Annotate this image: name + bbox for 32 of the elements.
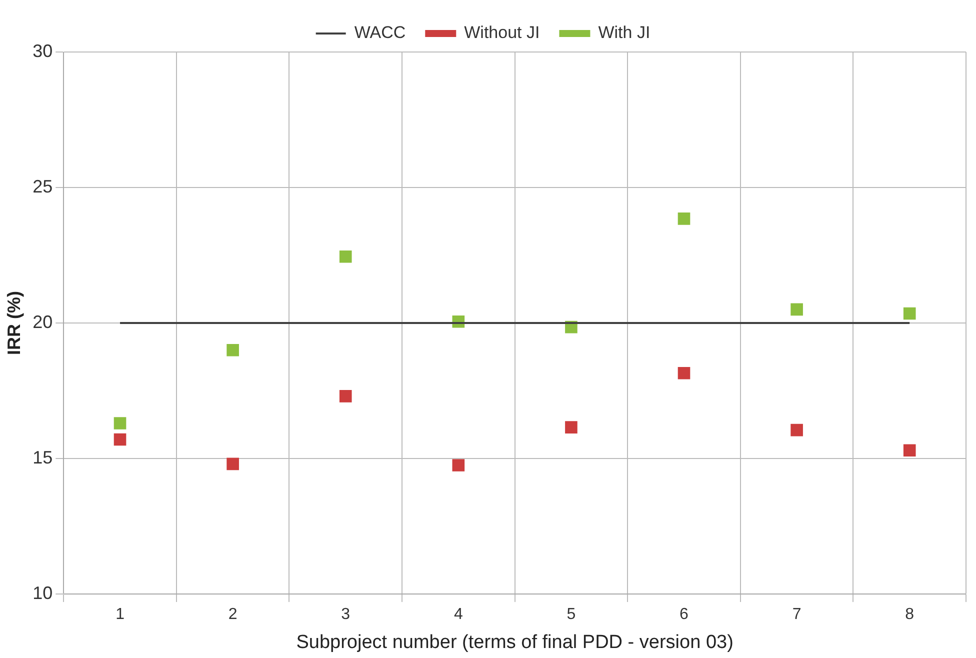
x-axis-title: Subproject number (terms of final PDD - version 03) — [296, 632, 734, 653]
legend-label: With JI — [598, 23, 650, 42]
x-tick-label: 5 — [566, 606, 576, 624]
x-tick-label: 4 — [454, 606, 463, 624]
point — [226, 458, 239, 470]
x-tick-label: 6 — [680, 606, 689, 624]
y-tick-label: 10 — [32, 582, 53, 603]
point — [903, 307, 916, 320]
y-tick-label: 30 — [32, 40, 53, 61]
point — [452, 459, 465, 472]
legend-label: WACC — [354, 23, 406, 42]
point — [114, 433, 126, 446]
point — [790, 424, 803, 436]
y-tick-label: 15 — [32, 447, 53, 468]
y-tick-label: 20 — [32, 312, 53, 332]
y-tick-label: 25 — [32, 176, 53, 196]
x-tick-label: 1 — [116, 606, 125, 624]
x-tick-label: 7 — [792, 606, 802, 624]
point — [114, 417, 126, 430]
point — [339, 250, 352, 263]
point — [678, 366, 690, 380]
x-tick-label: 8 — [905, 606, 914, 624]
y-axis-title: IRR (%) — [4, 291, 24, 355]
point — [678, 212, 690, 225]
x-tick-label: 2 — [228, 606, 238, 624]
legend-label: Without JI — [464, 23, 540, 42]
point — [903, 444, 916, 457]
point — [790, 303, 803, 316]
x-tick-label: 3 — [341, 606, 350, 624]
point — [339, 390, 352, 402]
point — [565, 421, 578, 434]
point — [226, 344, 239, 356]
